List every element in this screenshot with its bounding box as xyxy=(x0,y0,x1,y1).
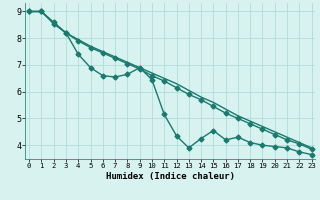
X-axis label: Humidex (Indice chaleur): Humidex (Indice chaleur) xyxy=(106,172,235,181)
